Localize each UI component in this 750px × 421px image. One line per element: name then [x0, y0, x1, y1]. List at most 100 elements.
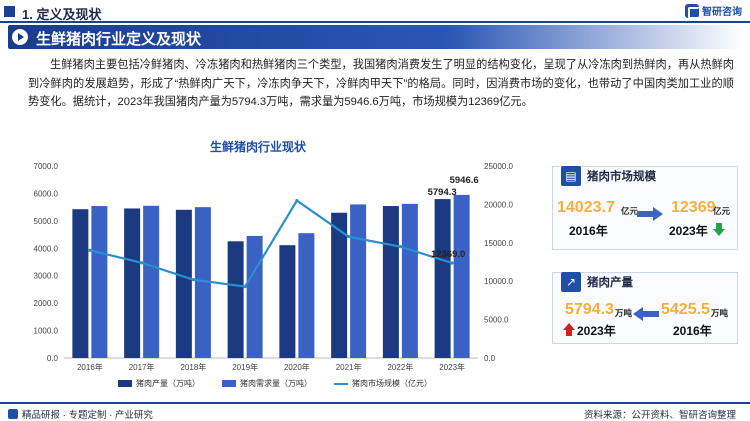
demand-bar [401, 203, 418, 358]
production-bar [175, 209, 192, 358]
production-chart-icon: ↗ [561, 272, 581, 292]
x-axis-tick: 2017年 [129, 362, 155, 372]
production-value-2023: 5794.3 [565, 301, 614, 318]
demand-bar [453, 194, 470, 358]
footer-left: 精品研报 · 专题定制 · 产业研究 [8, 407, 153, 421]
production-bar [382, 206, 399, 358]
demand-2023-label: 5946.6 [450, 175, 479, 186]
production-card: ↗ 猪肉产量 5794.3 万吨 2023年 5425.5 万吨 2016年 [552, 272, 738, 344]
x-axis-tick: 2023年 [439, 362, 465, 372]
legend-label-production: 猪肉产量（万吨） [136, 379, 200, 388]
market-card-title: 猪肉市场规模 [587, 171, 656, 183]
chart-title: 生鲜猪肉行业现状 [209, 140, 306, 154]
combo-chart: 0.0 1000.0 2000.0 3000.0 4000.0 5000.0 6000.0 7… [34, 162, 514, 372]
demand-bar [194, 207, 211, 358]
demand-bar [350, 204, 367, 358]
market-chart-icon: ▤ [561, 166, 581, 186]
x-axis-tick: 2020年 [284, 362, 310, 372]
production-bar [72, 209, 89, 358]
chart-legend: 猪肉产量（万吨） 猪肉需求量（万吨） 猪肉市场规模（亿元） [118, 378, 432, 389]
left-axis-tick: 5000.0 [34, 217, 59, 226]
left-axis-tick: 7000.0 [34, 162, 59, 171]
right-axis-tick: 15000.0 [484, 239, 513, 248]
demand-bar [298, 233, 315, 358]
market-size-card: ▤ 猪肉市场规模 14023.7 亿元 2016年 12369 亿元 2023年 [552, 166, 738, 250]
left-axis-tick: 4000.0 [34, 244, 59, 253]
market-unit-2023: 亿元 [713, 206, 731, 216]
legend-swatch-market [334, 382, 348, 385]
production-bar [331, 212, 348, 358]
right-axis-tick: 0.0 [484, 354, 496, 363]
left-axis-tick: 6000.0 [34, 189, 59, 198]
market-2023-label: 12369.0 [431, 249, 465, 260]
demand-bar [143, 205, 160, 358]
brand-logo: 智研咨询 [685, 3, 742, 19]
header-divider [0, 21, 750, 23]
footer-tagline: 精品研报 · 专题定制 · 产业研究 [22, 410, 153, 421]
top-bar: 1. 定义及现状 智研咨询 [0, 0, 750, 24]
production-unit-2023: 万吨 [615, 308, 633, 318]
title-banner: 生鲜猪肉行业定义及现状 [8, 25, 744, 49]
market-size-line [89, 198, 453, 288]
production-2023-label: 5794.3 [428, 187, 457, 198]
production-bar [124, 208, 141, 358]
legend-label-market: 猪肉市场规模（亿元） [352, 379, 432, 388]
logo-text: 智研咨询 [702, 7, 742, 18]
x-axis-tick: 2021年 [336, 362, 362, 372]
x-axis-tick: 2016年 [77, 362, 103, 372]
left-axis-tick: 3000.0 [34, 272, 59, 281]
market-size-point [398, 245, 402, 249]
section-marker-icon [4, 6, 15, 17]
footer-bar: 精品研报 · 专题定制 · 产业研究 资料来源：公开资料、智研咨询整理 [0, 402, 750, 421]
arrow-right-icon [637, 207, 663, 221]
legend-swatch-demand [222, 380, 236, 387]
right-axis-tick: 25000.0 [484, 162, 513, 171]
market-year-2023: 2023年 [669, 224, 708, 238]
left-axis-tick: 2000.0 [34, 299, 59, 308]
section-title: 1. 定义及现状 [22, 7, 102, 22]
production-value-2016: 5425.5 [661, 301, 710, 318]
footer-source: 资料来源：公开资料、智研咨询整理 [583, 410, 736, 421]
play-bullet-icon [12, 29, 28, 45]
market-value-2016: 14023.7 [557, 199, 615, 216]
market-size-point [140, 261, 144, 265]
production-bar [434, 199, 451, 358]
production-unit-2016: 万吨 [711, 308, 729, 318]
right-axis-tick: 5000.0 [484, 316, 509, 325]
footer-logo-icon [8, 409, 18, 419]
arrow-up-icon [563, 323, 575, 336]
banner-title: 生鲜猪肉行业定义及现状 [36, 31, 202, 48]
arrow-down-icon [713, 223, 725, 236]
market-size-point [243, 284, 247, 289]
intro-paragraph: 生鲜猪肉主要包括冷鲜猪肉、冷冻猪肉和热鲜猪肉三个类型，我国猪肉消费发生了明显的结… [28, 59, 734, 109]
market-card-header: ▤ 猪肉市场规模 [561, 165, 656, 187]
production-year-2016: 2016年 [673, 324, 712, 338]
production-bar [227, 241, 244, 358]
market-unit-2016: 亿元 [621, 206, 639, 216]
market-value-2023: 12369 [671, 199, 716, 216]
market-size-point [295, 198, 299, 203]
left-axis-tick: 0.0 [47, 354, 59, 363]
legend-item-production: 猪肉产量（万吨） [118, 378, 200, 389]
production-card-title: 猪肉产量 [587, 277, 633, 289]
legend-label-demand: 猪肉需求量（万吨） [240, 379, 312, 388]
legend-item-market: 猪肉市场规模（亿元） [334, 378, 432, 389]
x-axis-tick: 2019年 [232, 362, 258, 372]
logo-icon [685, 3, 700, 19]
production-bar [279, 245, 296, 358]
x-axis-tick: 2022年 [387, 362, 413, 372]
market-year-2016: 2016年 [569, 224, 608, 238]
market-size-point [450, 261, 454, 265]
right-axis-tick: 10000.0 [484, 277, 513, 286]
market-size-point [191, 278, 195, 282]
market-size-point [347, 235, 351, 239]
legend-swatch-production [118, 380, 132, 387]
production-year-2023: 2023年 [577, 324, 616, 338]
legend-item-demand: 猪肉需求量（万吨） [222, 378, 312, 389]
x-axis-tick: 2018年 [180, 362, 206, 372]
arrow-left-icon [633, 307, 659, 321]
demand-bar [246, 235, 263, 358]
right-axis-tick: 20000.0 [484, 200, 513, 209]
left-axis-tick: 1000.0 [34, 327, 59, 336]
demand-bar [91, 206, 108, 358]
